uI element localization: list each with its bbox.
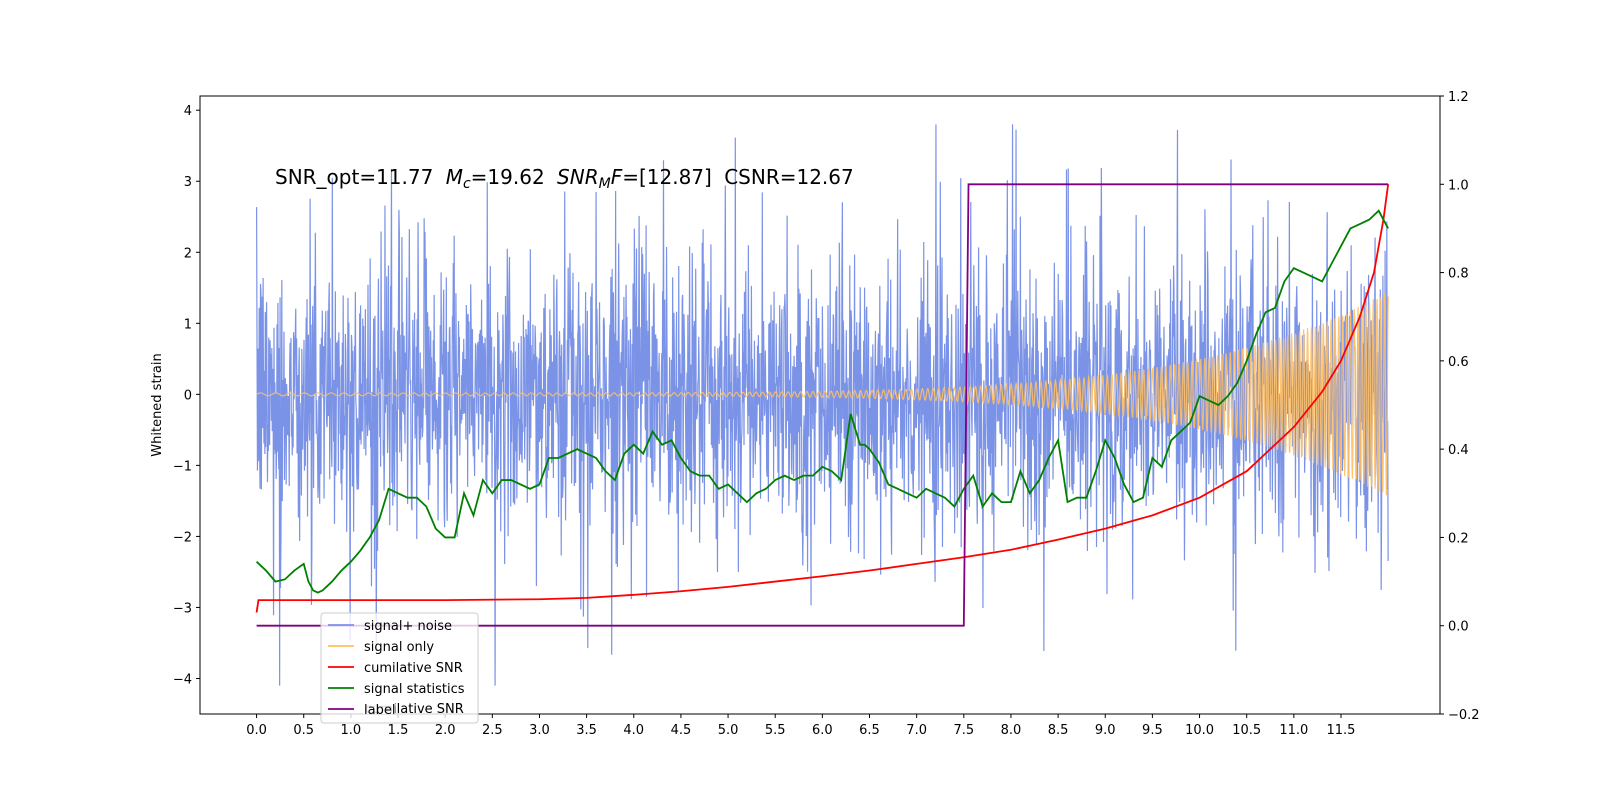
annotation-snr-mf-symbol2: F: [611, 165, 623, 189]
x-tick-label: 4.5: [671, 723, 692, 738]
series-signal-only: [256, 293, 1389, 496]
x-tick-label: 9.0: [1095, 723, 1116, 738]
annotation-csnr: CSNR=12.67: [724, 165, 854, 189]
annotation-snr-opt: SNR_opt=11.77: [275, 165, 433, 189]
y2-tick-label: 0.0: [1448, 620, 1469, 635]
y-tick-label: 2: [184, 246, 192, 261]
x-tick-label: 6.0: [812, 723, 833, 738]
x-tick-label: 5.5: [765, 723, 786, 738]
annotation-mc-sub: c: [463, 176, 471, 192]
y2-tick-label: 1.0: [1448, 178, 1469, 193]
y-tick-label: 1: [184, 317, 192, 332]
series-label: [256, 183, 1389, 627]
axes-frame: [199, 95, 1441, 715]
x-tick-label: 7.0: [906, 723, 927, 738]
x-tick-label: 10.5: [1232, 723, 1261, 738]
y-tick-label: −4: [173, 672, 192, 687]
y2-tick-label: 0.4: [1448, 443, 1469, 458]
x-tick-label: 11.5: [1327, 723, 1356, 738]
x-axis: 0.0 0.5 1.0 1.5 2.0 2.5 3.0 3.5 4.0 4.5 5.0 5.5 6.0 6…: [246, 714, 1355, 738]
legend-label-backdrop: [363, 699, 395, 714]
plot-area: [255, 124, 1390, 686]
y2-tick-label: 0.8: [1448, 267, 1469, 282]
y2-tick-label: 0.2: [1448, 531, 1469, 546]
annotation-mc-symbol: M: [446, 165, 463, 189]
y-tick-label: −3: [173, 601, 192, 616]
x-tick-label: 2.0: [435, 723, 456, 738]
y-axis-label: Whitened strain: [150, 353, 165, 456]
x-tick-label: 5.0: [718, 723, 739, 738]
x-tick-label: 8.5: [1048, 723, 1069, 738]
series-cumilative-snr: [255, 184, 1390, 613]
x-tick-label: 3.0: [529, 723, 550, 738]
x-tick-label: 4.0: [623, 723, 644, 738]
annotation-snr-mf-value: =[12.87]: [622, 165, 712, 189]
x-tick-label: 11.0: [1279, 723, 1308, 738]
x-tick-label: 0.5: [293, 723, 314, 738]
legend-entry-label: signal statistics: [364, 682, 465, 697]
x-tick-label: 9.5: [1142, 723, 1163, 738]
legend-entry-label: cumilative SNR: [364, 661, 463, 676]
y2-tick-label: 1.2: [1448, 90, 1469, 105]
annotation-snr-mf-sub: M: [599, 176, 611, 192]
x-tick-label: 2.5: [482, 723, 503, 738]
y-tick-label: 0: [184, 388, 192, 403]
y-axis-right: 1.2 1.0 0.8 0.6 0.4 0.2 0.0 −0.2: [1440, 90, 1480, 723]
y-tick-label: 4: [184, 104, 192, 119]
x-tick-label: 3.5: [576, 723, 597, 738]
legend-box: [320, 612, 479, 724]
x-tick-label: 1.0: [341, 723, 362, 738]
y-tick-label: 3: [184, 175, 192, 190]
x-tick-label: 8.0: [1001, 723, 1022, 738]
annotation-snr-mf-symbol: SNR: [557, 165, 599, 189]
x-tick-label: 0.0: [246, 723, 267, 738]
legend-entry-label: label: [364, 703, 395, 718]
x-tick-label: 7.5: [953, 723, 974, 738]
y-tick-label: −2: [173, 530, 192, 545]
series-signal-statistics: [255, 209, 1389, 594]
y2-tick-label: −0.2: [1448, 708, 1480, 723]
annotation: SNR_opt=11.77 Mc=19.62 SNRMF=[12.87] CSN…: [275, 165, 854, 192]
x-tick-label: 6.5: [859, 723, 880, 738]
x-tick-label: 10.0: [1185, 723, 1214, 738]
x-tick-label: 1.5: [388, 723, 409, 738]
y-tick-label: −1: [173, 459, 192, 474]
legend-entry-label: signal only: [364, 640, 434, 655]
annotation-mc-value: =19.62: [471, 165, 545, 189]
y2-tick-label: 0.6: [1448, 355, 1469, 370]
y-axis-left: 4 3 2 1 0 −1 −2 −3 −4: [173, 104, 200, 687]
legend-entry-label: signal+ noise: [364, 619, 452, 634]
